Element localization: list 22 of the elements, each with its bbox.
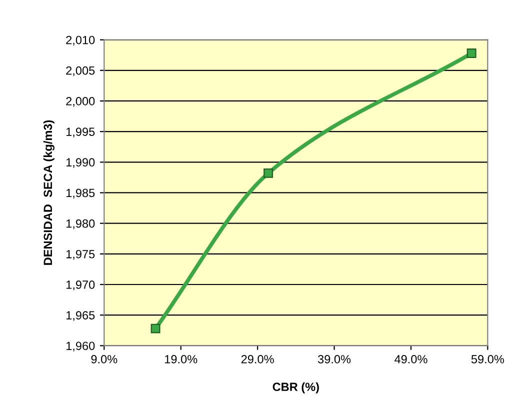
- y-tick-label: 2,010: [66, 36, 95, 46]
- x-tick-label: 39.0%: [318, 355, 351, 364]
- point: [150, 324, 160, 334]
- y-tick-label: 2,000: [66, 97, 95, 107]
- y-tick-label: 1,995: [66, 128, 95, 138]
- x-tick-label: 59.0%: [471, 355, 504, 364]
- y-tick-label: 2,005: [66, 66, 95, 76]
- point: [264, 168, 274, 178]
- y-tick-label: 1,990: [66, 158, 95, 168]
- y-axis-title: DENSIDAD SECA (kg/m3): [43, 120, 54, 265]
- point: [466, 48, 476, 58]
- y-tick-label: 1,975: [66, 250, 95, 260]
- x-axis-title: CBR (%): [272, 382, 319, 394]
- y-tick-label: 1,980: [66, 219, 95, 230]
- y-tick-label: 1,985: [66, 188, 95, 199]
- y-tick-label: 1,970: [66, 280, 95, 290]
- y-tick-label: 1,965: [66, 311, 95, 321]
- y-tick-label: 1,960: [66, 342, 95, 352]
- x-tick-label: 29.0%: [241, 355, 274, 364]
- x-tick-label: 49.0%: [394, 355, 428, 364]
- x-tick-label: 9.0%: [91, 355, 118, 364]
- x-tick-label: 19.0%: [165, 355, 198, 364]
